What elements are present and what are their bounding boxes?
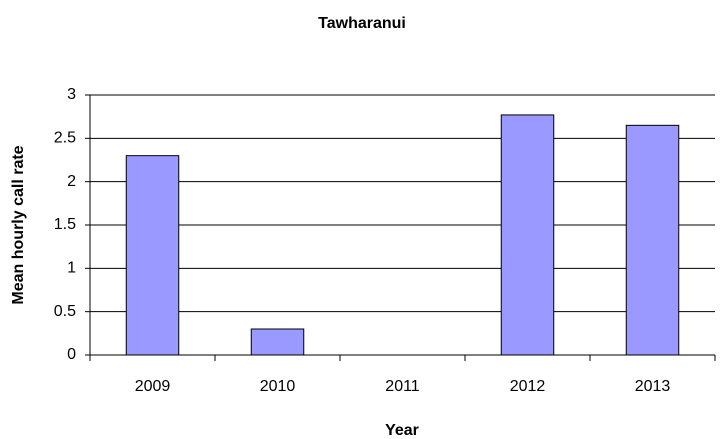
bar (250, 328, 305, 356)
y-tick-label: 2 (67, 173, 76, 190)
x-tick-label: 2013 (635, 378, 671, 395)
y-tick-label: 0.5 (54, 303, 76, 320)
x-axis-label: Year (385, 422, 419, 439)
chart-title: Tawharanui (318, 15, 406, 32)
bar (125, 155, 180, 356)
x-tick-label: 2012 (510, 378, 546, 395)
x-tick-label: 2009 (135, 378, 171, 395)
y-tick-label: 0 (67, 346, 76, 363)
y-tick-label: 1.5 (54, 216, 76, 233)
y-tick-label: 3 (67, 86, 76, 103)
x-tick-label: 2010 (260, 378, 296, 395)
bar (500, 114, 555, 356)
y-tick-label: 1 (67, 260, 76, 277)
y-axis-label: Mean hourly call rate (10, 145, 27, 304)
y-tick-label: 2.5 (54, 130, 76, 147)
bar (625, 124, 680, 356)
x-tick-label: 2011 (385, 378, 420, 395)
